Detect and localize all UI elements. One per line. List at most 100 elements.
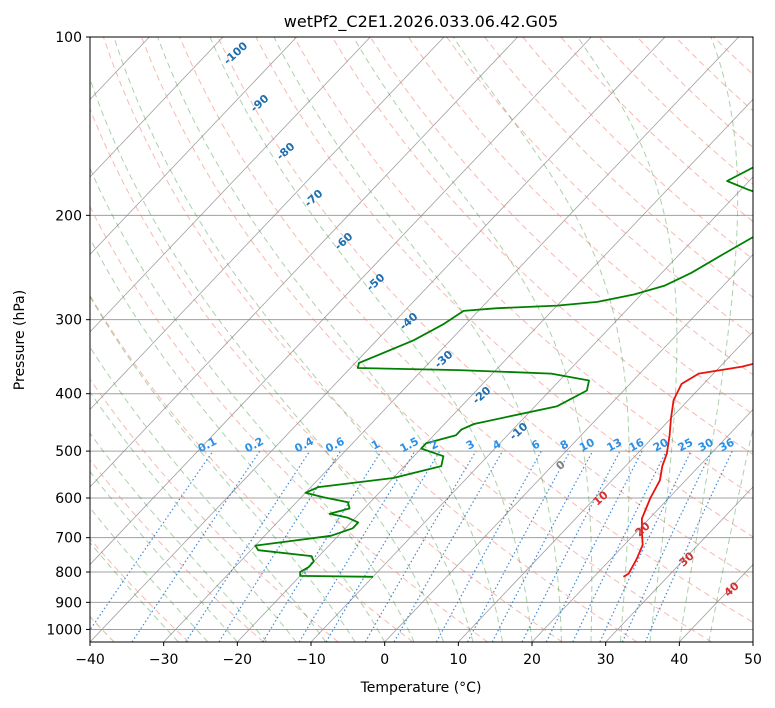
moist-adiabat-line [708,425,753,642]
isotherm-line [90,37,518,488]
dry-adiabat-line [179,37,753,623]
dewpoint-profile-line [254,166,753,578]
dry-adiabat-line [102,37,638,642]
mixing-ratio-label: 10 [577,436,597,455]
y-tick-label: 800 [55,565,82,581]
isotherm-line [237,98,753,642]
isotherm-line [752,641,753,642]
moist-adiabat-line [113,37,474,642]
y-tick-label: 500 [55,444,82,460]
mixing-ratio-line [131,450,261,642]
dry-adiabat-line [217,37,753,580]
temperature-profile-line [622,362,753,578]
moist-adiabat-line [90,346,327,642]
isotherm-line [0,37,2,642]
dry-adiabat-line [90,107,563,642]
mixing-ratio-label: 16 [627,436,647,455]
dry-adiabat-line [407,37,753,376]
mixing-ratio-label: 25 [676,436,696,455]
isotherm-grid [0,37,753,642]
moist-adiabat-line [90,470,238,642]
moist-adiabat-line [90,391,297,642]
plot-background [90,37,753,642]
plot-frame [89,36,754,643]
moist-adiabat-line [90,77,445,642]
x-tick-label: 30 [597,652,615,668]
y-tick-label: 900 [55,595,82,611]
y-tick-label: 700 [55,531,82,547]
dry-adiabat-line [751,37,753,39]
dry-adiabat-line [90,537,190,642]
dry-adiabat-line [293,37,753,496]
moist-adiabat-line [90,237,386,642]
mixing-ratio-label: 30 [696,436,716,455]
y-axis: 100 200 300 400 500 600 700 800 900 1000 [46,30,90,638]
y-axis-label: Pressure (hPa) [12,290,28,390]
y-tick-label: 600 [55,491,82,507]
plot-area: -100-90-80-70-60-50-40-30-20-100.1 0.2 0.4… [0,37,753,642]
mixing-ratio-lines [90,450,733,642]
mixing-ratio-line [435,450,542,642]
moist-adiabat-line [209,37,533,642]
x-axis: −40 −30 −20 −10 0 10 20 30 40 50 [75,642,762,668]
mixing-ratio-line [644,450,733,642]
dry-adiabat-line [369,37,753,415]
dry-adiabats [90,37,753,642]
y-tick-label: 1000 [46,622,82,638]
x-tick-label: −10 [296,652,326,668]
mixing-ratio-line [466,450,571,642]
x-tick-label: 50 [744,652,762,668]
x-tick-label: 0 [380,652,389,668]
isotherm-line [90,37,592,566]
dry-adiabat-line [90,458,264,642]
x-tick-label: −20 [223,652,253,668]
moist-adiabat-line [90,432,268,642]
mixing-ratio-line [185,450,311,642]
x-tick-label: 40 [670,652,688,668]
mixing-ratio-label: 20 [651,436,671,455]
moist-adiabat-line [273,37,562,642]
isotherm-line [458,331,753,642]
mixing-ratio-line [262,450,382,642]
moist-adiabat-line [90,295,356,642]
moist-adiabat-line [452,37,630,642]
isotherm-line [90,37,224,178]
isotherm-line [531,408,753,642]
moist-adiabat-line [678,37,739,642]
y-tick-label: 400 [55,387,82,403]
x-axis-label: Temperature (°C) [360,680,482,696]
x-tick-label: 10 [449,652,467,668]
isotherm-line [90,37,297,256]
isotherm-line [90,37,371,333]
dry-adiabat-line [141,37,712,642]
x-tick-label: 20 [523,652,541,668]
mixing-ratio-line [298,450,416,642]
dry-adiabat-line [331,37,753,456]
x-tick-label: −30 [149,652,179,668]
mixing-ratio-label: 36 [717,436,737,455]
x-tick-label: −40 [75,652,105,668]
chart-title: wetPf2_C2E1.2026.033.06.42.G05 [284,12,558,32]
isotherm-line [163,37,739,642]
isotherm-line [384,253,753,642]
dry-adiabat-line [255,37,753,538]
y-tick-label: 200 [55,208,82,224]
mixing-ratio-line [393,450,504,642]
moist-adiabat-line [157,37,503,642]
mixing-ratio-line [218,450,342,642]
y-tick-label: 300 [55,313,82,329]
isotherm-line [90,37,445,411]
isotherm-line [90,37,666,642]
mixing-ratio-line [545,450,643,642]
mixing-ratio-line [90,450,214,631]
dry-adiabat-line [90,205,488,642]
isotherm-line [605,486,753,642]
mixing-ratio-label: 13 [605,436,625,455]
profile-lines [254,166,753,578]
moist-adiabats [90,37,753,642]
mixing-ratio-line [572,450,667,642]
y-tick-label: 100 [55,30,82,46]
moist-adiabat-line [352,37,593,642]
dry-adiabat-line [90,294,414,642]
